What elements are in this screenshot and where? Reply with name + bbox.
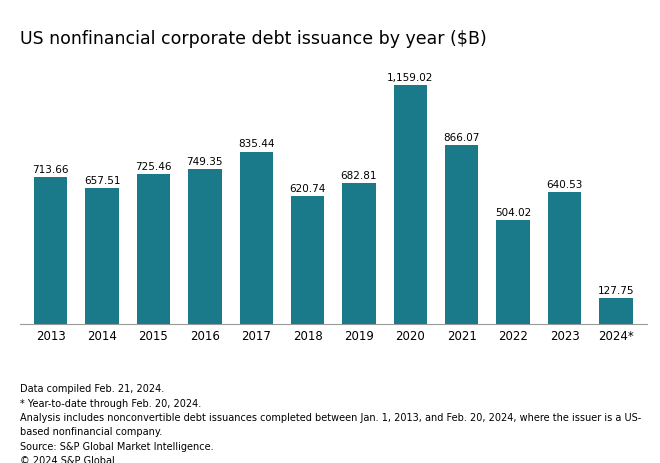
Bar — [34, 177, 67, 324]
Bar — [137, 174, 170, 324]
Bar — [343, 183, 376, 324]
Text: Data compiled Feb. 21, 2024.
* Year-to-date through Feb. 20, 2024.
Analysis incl: Data compiled Feb. 21, 2024. * Year-to-d… — [20, 384, 641, 463]
Bar — [240, 151, 273, 324]
Text: 713.66: 713.66 — [32, 165, 69, 175]
Text: 1,159.02: 1,159.02 — [387, 73, 434, 82]
Text: 725.46: 725.46 — [135, 162, 172, 172]
Text: 504.02: 504.02 — [495, 208, 531, 218]
Text: 866.07: 866.07 — [444, 133, 480, 143]
Text: 620.74: 620.74 — [290, 184, 326, 194]
Bar — [188, 169, 222, 324]
Bar — [291, 196, 324, 324]
Text: 127.75: 127.75 — [598, 286, 634, 296]
Text: 749.35: 749.35 — [187, 157, 223, 167]
Text: 640.53: 640.53 — [546, 180, 583, 190]
Bar — [599, 298, 633, 324]
Bar — [85, 188, 119, 324]
Bar — [496, 220, 530, 324]
Bar — [393, 85, 427, 324]
Bar — [548, 192, 581, 324]
Text: US nonfinancial corporate debt issuance by year ($B): US nonfinancial corporate debt issuance … — [20, 31, 486, 49]
Text: 657.51: 657.51 — [84, 176, 120, 186]
Text: 835.44: 835.44 — [238, 139, 275, 150]
Bar — [445, 145, 478, 324]
Text: 682.81: 682.81 — [341, 171, 378, 181]
